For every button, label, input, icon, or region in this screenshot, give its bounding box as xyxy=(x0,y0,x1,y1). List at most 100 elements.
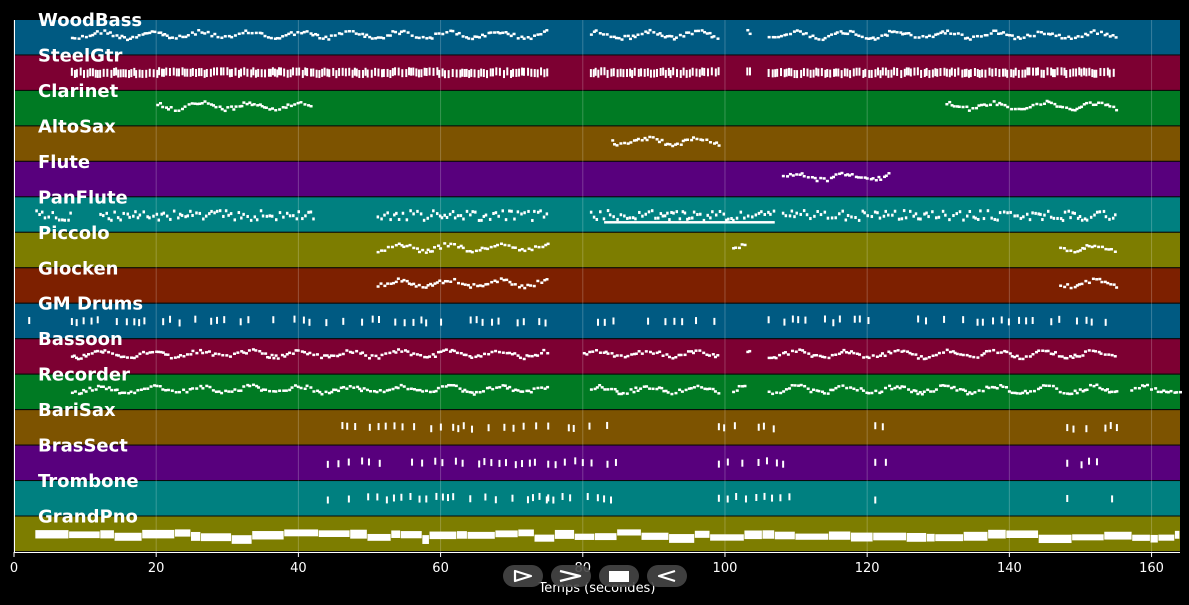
note xyxy=(513,352,517,355)
note xyxy=(278,108,282,111)
note xyxy=(461,246,465,250)
track-separator xyxy=(14,54,1180,56)
note xyxy=(465,390,469,393)
note xyxy=(1058,315,1061,323)
note xyxy=(296,385,300,389)
note xyxy=(1024,355,1028,358)
note xyxy=(527,247,531,250)
note xyxy=(1018,392,1022,395)
note xyxy=(939,68,942,77)
note xyxy=(222,214,225,218)
note xyxy=(819,176,823,180)
note xyxy=(960,33,964,36)
note xyxy=(788,172,792,176)
note xyxy=(1090,245,1094,249)
note xyxy=(223,316,226,324)
note xyxy=(678,33,682,37)
note xyxy=(945,348,949,352)
note xyxy=(779,391,783,395)
rewind-button[interactable] xyxy=(647,565,687,587)
stop-button[interactable] xyxy=(599,565,639,587)
note xyxy=(540,67,543,76)
note xyxy=(57,218,61,222)
note xyxy=(904,32,908,35)
note xyxy=(981,389,985,393)
note xyxy=(1010,391,1014,395)
note xyxy=(385,389,389,392)
note xyxy=(169,356,173,360)
note xyxy=(481,318,484,326)
note xyxy=(348,350,352,354)
note xyxy=(663,35,667,39)
note xyxy=(1017,69,1020,78)
note xyxy=(883,33,887,37)
note xyxy=(72,354,76,358)
note xyxy=(795,173,799,176)
note xyxy=(988,529,1006,539)
note xyxy=(320,356,324,360)
note xyxy=(491,68,494,77)
note xyxy=(380,217,383,221)
note xyxy=(846,213,850,217)
note xyxy=(504,31,508,34)
note xyxy=(907,32,911,35)
note xyxy=(852,387,856,391)
note xyxy=(1018,37,1022,40)
note xyxy=(671,357,675,360)
note xyxy=(162,68,165,77)
note xyxy=(1106,281,1110,285)
note xyxy=(710,534,744,541)
note xyxy=(226,67,229,76)
note xyxy=(694,349,698,352)
note xyxy=(877,67,880,76)
note xyxy=(619,354,623,357)
note xyxy=(275,36,279,40)
note xyxy=(606,460,609,468)
play-button[interactable] xyxy=(503,565,543,587)
note xyxy=(783,351,787,354)
note xyxy=(442,349,446,352)
note xyxy=(995,103,999,107)
note xyxy=(1078,214,1082,218)
note xyxy=(299,386,303,390)
note xyxy=(871,36,875,39)
note xyxy=(863,211,866,215)
note xyxy=(367,458,370,466)
note xyxy=(400,493,403,501)
note xyxy=(123,36,127,39)
note xyxy=(916,357,920,360)
note xyxy=(489,31,493,34)
note xyxy=(622,69,625,78)
note xyxy=(1103,353,1107,356)
note xyxy=(211,354,215,357)
note xyxy=(887,29,891,33)
note xyxy=(327,38,331,41)
note xyxy=(243,67,246,76)
note xyxy=(264,69,267,78)
note xyxy=(574,457,577,465)
note xyxy=(662,389,666,393)
note xyxy=(623,34,627,38)
note xyxy=(1049,352,1053,356)
stop-icon xyxy=(609,571,629,582)
note xyxy=(547,422,550,430)
note xyxy=(226,106,230,109)
note xyxy=(882,214,886,218)
note xyxy=(1037,349,1041,352)
note xyxy=(108,31,112,34)
note xyxy=(685,69,688,78)
note xyxy=(712,35,716,38)
note xyxy=(1025,106,1029,110)
note xyxy=(332,354,336,357)
note xyxy=(676,69,679,78)
x-tick-label: 100 xyxy=(713,561,738,576)
note xyxy=(705,138,709,142)
note xyxy=(708,31,712,35)
note xyxy=(840,351,844,354)
note xyxy=(354,32,358,35)
note xyxy=(483,458,486,466)
fast-forward-button[interactable] xyxy=(551,565,591,587)
note xyxy=(902,349,906,353)
note xyxy=(180,213,184,217)
note xyxy=(259,209,263,213)
